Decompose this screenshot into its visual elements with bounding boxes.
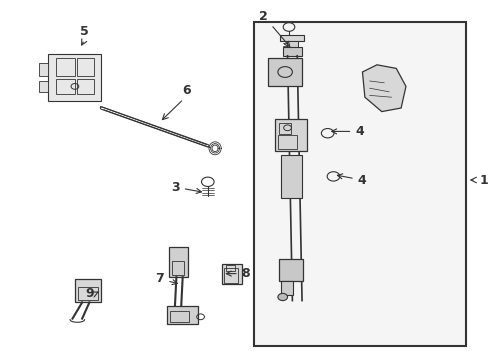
Bar (281, 155, 301, 198)
Bar (275, 119, 306, 151)
Text: 4: 4 (337, 174, 366, 186)
Text: 9: 9 (85, 287, 94, 300)
Text: 5: 5 (80, 25, 89, 38)
Text: 2: 2 (259, 10, 289, 47)
Bar (279, 259, 302, 281)
Bar (75, 279, 102, 302)
Bar (169, 247, 188, 277)
Text: 8: 8 (226, 267, 250, 280)
Bar (281, 281, 293, 295)
Bar (222, 264, 241, 284)
Polygon shape (362, 65, 405, 112)
Bar (39, 63, 48, 76)
Bar (56, 58, 75, 76)
Bar (166, 306, 198, 324)
Bar (170, 311, 189, 322)
Text: 6: 6 (182, 84, 190, 97)
Bar (279, 123, 291, 134)
Text: 3: 3 (171, 181, 201, 194)
Text: 4: 4 (331, 125, 363, 138)
Bar (226, 265, 234, 271)
Bar (277, 135, 297, 149)
Bar (39, 81, 48, 92)
Bar (268, 58, 302, 86)
Bar (56, 79, 75, 94)
Bar (253, 22, 466, 346)
Text: 1: 1 (478, 174, 487, 186)
Bar (48, 54, 102, 101)
Bar (77, 58, 94, 76)
Bar (286, 41, 298, 47)
Bar (77, 79, 94, 94)
Bar (78, 287, 98, 300)
Text: 7: 7 (155, 273, 177, 285)
Bar (282, 47, 302, 56)
Bar (171, 261, 183, 275)
Bar (280, 35, 304, 41)
Bar (224, 268, 237, 283)
Circle shape (277, 293, 287, 301)
